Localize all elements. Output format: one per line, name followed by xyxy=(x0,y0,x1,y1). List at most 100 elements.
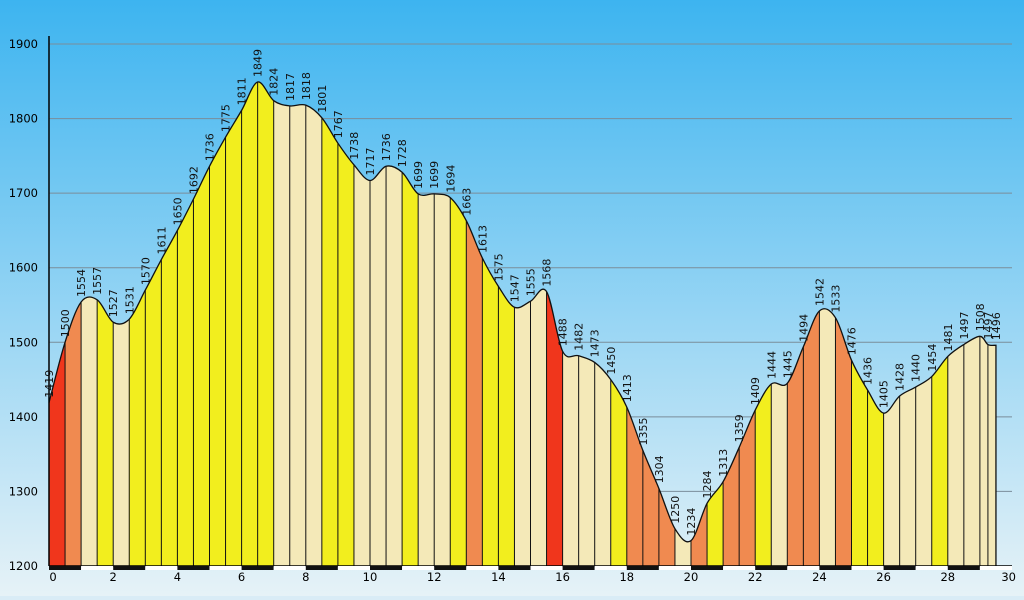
elevation-label-57: 1497 xyxy=(958,311,971,339)
km-strip-16 xyxy=(562,566,595,570)
km-strip-15 xyxy=(530,566,563,570)
grade-band-20 xyxy=(370,81,387,566)
elevation-label-4: 1527 xyxy=(107,289,120,317)
km-strip-2 xyxy=(113,566,146,570)
km-strip-14 xyxy=(498,566,531,570)
grade-band-12 xyxy=(241,81,258,566)
km-strip-6 xyxy=(241,566,274,570)
elevation-label-52: 1405 xyxy=(878,380,891,408)
y-tick-label: 1500 xyxy=(9,335,38,349)
elevation-label-51: 1436 xyxy=(862,357,875,385)
y-tick-label: 1300 xyxy=(9,484,38,498)
km-strip-7 xyxy=(273,566,306,570)
x-tick-label: 16 xyxy=(555,570,570,584)
grade-band-17 xyxy=(321,81,338,566)
km-strip-26 xyxy=(883,566,916,570)
elevation-label-9: 1692 xyxy=(187,166,200,194)
km-strip-18 xyxy=(626,566,659,570)
x-tick-label: 18 xyxy=(619,570,634,584)
elevation-label-7: 1611 xyxy=(155,227,168,255)
elevation-label-53: 1428 xyxy=(894,363,907,391)
elevation-label-15: 1817 xyxy=(284,73,297,101)
km-strip-1 xyxy=(81,566,114,570)
grade-band-13 xyxy=(257,81,274,566)
x-tick-label: 26 xyxy=(876,570,891,584)
x-tick-label: 24 xyxy=(812,570,827,584)
elevation-label-18: 1767 xyxy=(332,110,345,138)
elevation-label-32: 1488 xyxy=(557,318,570,346)
km-strip-9 xyxy=(337,566,370,570)
elevation-label-46: 1445 xyxy=(781,350,794,378)
grade-band-22 xyxy=(402,81,419,566)
elevation-label-11: 1775 xyxy=(220,104,233,132)
elevation-label-34: 1473 xyxy=(589,329,602,357)
elevation-label-39: 1250 xyxy=(669,496,682,524)
elevation-label-58: 1508 xyxy=(974,303,987,331)
grade-band-19 xyxy=(353,81,370,566)
elevation-label-20: 1717 xyxy=(364,148,377,176)
elevation-label-16: 1818 xyxy=(300,72,313,100)
km-strip-28 xyxy=(947,566,980,570)
x-tick-label: 22 xyxy=(748,570,763,584)
elevation-label-24: 1699 xyxy=(428,161,441,189)
elevation-label-43: 1359 xyxy=(733,414,746,442)
elevation-label-13: 1849 xyxy=(252,49,265,77)
km-strip-0 xyxy=(49,566,82,570)
elevation-label-26: 1663 xyxy=(460,188,473,216)
km-strip-29 xyxy=(979,566,1012,570)
km-strip-21 xyxy=(723,566,756,570)
grade-band-23 xyxy=(418,81,435,566)
km-strip-5 xyxy=(209,566,242,570)
km-strip-12 xyxy=(434,566,467,570)
elevation-label-25: 1694 xyxy=(444,165,457,193)
km-strip-27 xyxy=(915,566,948,570)
km-strip-23 xyxy=(787,566,820,570)
elevation-label-19: 1738 xyxy=(348,132,361,160)
grade-band-18 xyxy=(337,81,354,566)
grade-band-21 xyxy=(386,81,403,566)
elevation-label-56: 1481 xyxy=(942,324,955,352)
elevation-label-10: 1736 xyxy=(203,133,216,161)
elevation-label-33: 1482 xyxy=(573,323,586,351)
elevation-label-2: 1554 xyxy=(75,269,88,297)
km-strip-24 xyxy=(819,566,852,570)
elevation-label-36: 1413 xyxy=(621,374,634,402)
elevation-label-60: 1496 xyxy=(990,312,1003,340)
x-tick-label: 8 xyxy=(302,570,309,584)
elevation-label-0: 1419 xyxy=(43,370,56,398)
elevation-outline xyxy=(48,81,997,566)
y-tick-label: 1200 xyxy=(9,559,38,573)
elevation-label-38: 1304 xyxy=(653,455,666,483)
elevation-label-48: 1542 xyxy=(813,278,826,306)
km-strip-25 xyxy=(851,566,884,570)
elevation-label-59: 1497 xyxy=(982,311,995,339)
y-tick-label: 1400 xyxy=(9,410,38,424)
elevation-label-17: 1801 xyxy=(316,85,329,113)
x-tick-label: 0 xyxy=(49,570,56,584)
elevation-label-35: 1450 xyxy=(605,347,618,375)
km-strip-3 xyxy=(145,566,178,570)
km-strip-19 xyxy=(658,566,691,570)
km-strip-8 xyxy=(305,566,338,570)
km-strip-11 xyxy=(402,566,435,570)
elevation-label-12: 1811 xyxy=(236,77,249,105)
elevation-label-21: 1736 xyxy=(380,133,393,161)
km-strip-22 xyxy=(755,566,788,570)
elevation-label-40: 1234 xyxy=(685,508,698,536)
y-tick-label: 1900 xyxy=(9,37,38,51)
km-strip-17 xyxy=(594,566,627,570)
elevation-label-47: 1494 xyxy=(797,314,810,342)
elevation-label-3: 1557 xyxy=(91,267,104,295)
grade-band-10 xyxy=(209,81,226,566)
elevation-label-8: 1650 xyxy=(171,197,184,225)
elevation-label-5: 1531 xyxy=(123,286,136,314)
x-tick-label: 10 xyxy=(363,570,378,584)
x-tick-label: 4 xyxy=(174,570,181,584)
elevation-label-30: 1555 xyxy=(524,268,537,296)
x-tick-label: 14 xyxy=(491,570,506,584)
x-tick-label: 20 xyxy=(684,570,699,584)
elevation-label-54: 1440 xyxy=(910,354,923,382)
grade-band-9 xyxy=(193,81,210,566)
